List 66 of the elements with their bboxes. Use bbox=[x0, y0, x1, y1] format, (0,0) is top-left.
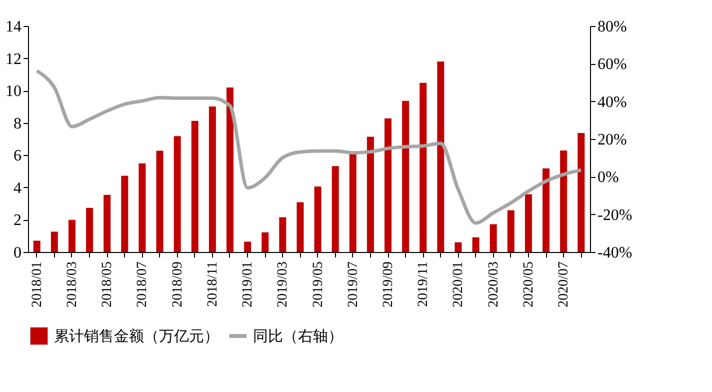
bar bbox=[279, 217, 286, 252]
bar bbox=[244, 242, 252, 252]
y2-tick-label: 20% bbox=[598, 132, 627, 148]
bar bbox=[454, 242, 462, 252]
bar bbox=[174, 136, 181, 252]
y-tick-label: 10 bbox=[6, 83, 22, 100]
bar bbox=[104, 194, 111, 252]
x-tick-label: 2020/05 bbox=[521, 262, 536, 308]
x-tick-label: 2020/07 bbox=[556, 262, 572, 308]
bar bbox=[208, 106, 216, 252]
bar bbox=[50, 232, 58, 252]
bar bbox=[86, 208, 94, 252]
y-tick-label: 8 bbox=[14, 115, 22, 132]
x-tick-label: 2018/07 bbox=[135, 262, 150, 308]
bar bbox=[121, 176, 128, 252]
bar bbox=[472, 237, 480, 252]
bar bbox=[226, 88, 234, 252]
x-tick-label: 2018/03 bbox=[64, 262, 80, 308]
bar bbox=[420, 82, 427, 252]
y-tick-label: 0 bbox=[14, 244, 22, 262]
y-tick-label: 6 bbox=[14, 148, 22, 165]
bar bbox=[68, 220, 76, 252]
y2-tick-label: 80% bbox=[598, 18, 627, 36]
x-tick-label: 2019/07 bbox=[346, 262, 361, 308]
bar bbox=[402, 100, 410, 252]
bar bbox=[560, 150, 568, 252]
y-tick-label: 4 bbox=[14, 180, 22, 197]
y2-tick-label: -20% bbox=[598, 206, 632, 224]
bar bbox=[507, 210, 514, 252]
bar bbox=[262, 232, 269, 252]
x-tick-label: 2019/11 bbox=[416, 262, 432, 307]
legend-label: 累计销售金额（万亿元） bbox=[54, 328, 219, 345]
bar bbox=[138, 163, 146, 252]
x-tick-label: 2018/01 bbox=[30, 262, 45, 308]
bar bbox=[384, 118, 392, 252]
bar bbox=[524, 194, 532, 252]
x-tick-label: 2019/03 bbox=[276, 262, 291, 308]
bar bbox=[437, 62, 444, 252]
bar bbox=[332, 166, 339, 252]
x-tick-label: 2019/01 bbox=[240, 262, 256, 308]
bar bbox=[191, 120, 198, 252]
bar bbox=[366, 136, 374, 252]
bar bbox=[578, 133, 585, 252]
x-tick-label: 2018/05 bbox=[100, 262, 116, 308]
bar bbox=[33, 240, 40, 252]
bar bbox=[156, 150, 164, 252]
x-tick-label: 2018/11 bbox=[205, 262, 220, 307]
x-tick-label: 2018/09 bbox=[170, 262, 186, 308]
x-tick-label: 2020/03 bbox=[486, 262, 502, 308]
y-tick-label: 14 bbox=[6, 18, 22, 36]
x-tick-label: 2019/09 bbox=[381, 262, 396, 308]
line-series bbox=[35, 69, 583, 225]
y-tick-label: 2 bbox=[14, 212, 22, 230]
legend-label: 同比（右轴） bbox=[253, 328, 343, 345]
bar bbox=[296, 202, 304, 252]
y2-tick-label: 60% bbox=[598, 56, 627, 74]
y2-tick-label: 0% bbox=[598, 169, 619, 186]
y2-tick-label: -40% bbox=[598, 244, 632, 262]
x-tick-label: 2019/05 bbox=[310, 262, 326, 308]
bar bbox=[314, 186, 322, 252]
bar bbox=[349, 153, 356, 252]
bar bbox=[490, 224, 497, 252]
y2-tick-label: 40% bbox=[598, 94, 627, 111]
y-tick-label: 12 bbox=[6, 50, 22, 68]
x-tick-label: 2020/01 bbox=[451, 262, 466, 308]
bar bbox=[542, 168, 550, 252]
